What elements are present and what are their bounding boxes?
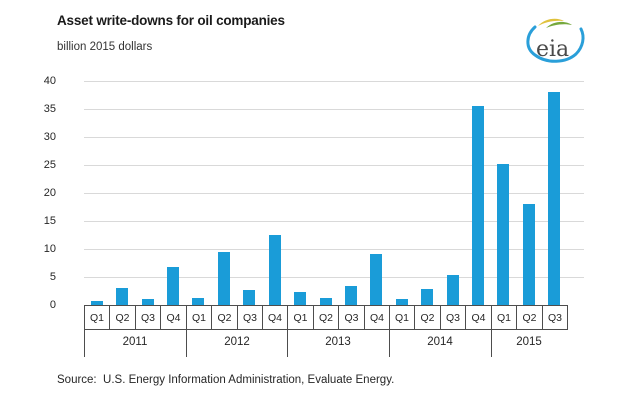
chart-units-label: billion 2015 dollars bbox=[57, 41, 153, 53]
gridline bbox=[84, 137, 584, 138]
gridline bbox=[84, 109, 584, 110]
quarter-cell: Q1 bbox=[491, 305, 517, 330]
chart-title: Asset write-downs for oil companies bbox=[57, 13, 285, 28]
y-axis-label: 15 bbox=[43, 215, 56, 227]
quarter-cell: Q3 bbox=[440, 305, 466, 330]
bar bbox=[167, 267, 179, 305]
gridline bbox=[84, 221, 584, 222]
y-axis-label: 20 bbox=[43, 187, 56, 199]
bar bbox=[218, 252, 230, 305]
year-label: 2011 bbox=[122, 336, 148, 348]
bar bbox=[142, 299, 154, 305]
eia-logo: eia bbox=[526, 18, 585, 63]
quarter-cell: Q3 bbox=[338, 305, 365, 330]
quarter-cell: Q4 bbox=[262, 305, 288, 330]
quarter-cell: Q3 bbox=[135, 305, 161, 330]
bar bbox=[345, 286, 357, 305]
gridline bbox=[84, 193, 584, 194]
bar bbox=[370, 254, 382, 305]
y-axis-label: 35 bbox=[43, 103, 56, 115]
year-label: 2012 bbox=[224, 336, 250, 348]
year-label: 2014 bbox=[427, 336, 453, 348]
y-axis-label: 0 bbox=[49, 299, 56, 311]
quarter-cell: Q3 bbox=[542, 305, 568, 330]
year-separator bbox=[186, 305, 187, 357]
bar bbox=[396, 299, 408, 305]
bar bbox=[192, 298, 204, 305]
quarter-cell: Q1 bbox=[186, 305, 212, 330]
y-axis-label: 30 bbox=[43, 131, 56, 143]
bar bbox=[116, 288, 128, 305]
eia-logo-leaf-green bbox=[546, 21, 572, 28]
bar bbox=[269, 235, 281, 305]
source-note: Source: U.S. Energy Information Administ… bbox=[57, 374, 395, 386]
bar bbox=[523, 204, 535, 305]
bar bbox=[548, 92, 560, 305]
quarter-cell: Q3 bbox=[237, 305, 263, 330]
quarter-cell: Q1 bbox=[287, 305, 314, 330]
bar bbox=[243, 290, 255, 305]
quarter-cell: Q4 bbox=[465, 305, 492, 330]
quarter-cell: Q1 bbox=[84, 305, 110, 330]
eia-logo-leaf-yellow bbox=[538, 18, 564, 26]
y-axis-label: 40 bbox=[43, 75, 56, 87]
bar bbox=[447, 275, 459, 305]
year-separator bbox=[287, 305, 288, 357]
y-axis-label: 5 bbox=[49, 271, 56, 283]
bar bbox=[320, 298, 332, 305]
year-label: 2015 bbox=[516, 336, 542, 348]
y-axis-label: 10 bbox=[43, 243, 56, 255]
year-separator bbox=[491, 305, 492, 357]
quarter-cell: Q2 bbox=[211, 305, 238, 330]
bar bbox=[91, 301, 103, 305]
year-label: 2013 bbox=[325, 336, 351, 348]
quarter-cell: Q2 bbox=[313, 305, 339, 330]
quarter-cell: Q4 bbox=[364, 305, 390, 330]
y-axis-label: 25 bbox=[43, 159, 56, 171]
bar bbox=[497, 164, 509, 305]
gridline bbox=[84, 81, 584, 82]
year-separator bbox=[84, 305, 85, 357]
bar bbox=[472, 106, 484, 305]
bar bbox=[421, 289, 433, 305]
quarter-cell: Q2 bbox=[516, 305, 543, 330]
gridline bbox=[84, 277, 584, 278]
quarter-cell: Q4 bbox=[160, 305, 187, 330]
quarter-cell: Q2 bbox=[414, 305, 441, 330]
eia-logo-text: eia bbox=[536, 37, 569, 62]
eia-logo-swoosh bbox=[526, 25, 585, 63]
gridline bbox=[84, 165, 584, 166]
quarter-cell: Q1 bbox=[389, 305, 415, 330]
gridline bbox=[84, 249, 584, 250]
quarter-cell: Q2 bbox=[109, 305, 136, 330]
bar bbox=[294, 292, 306, 305]
year-separator bbox=[389, 305, 390, 357]
